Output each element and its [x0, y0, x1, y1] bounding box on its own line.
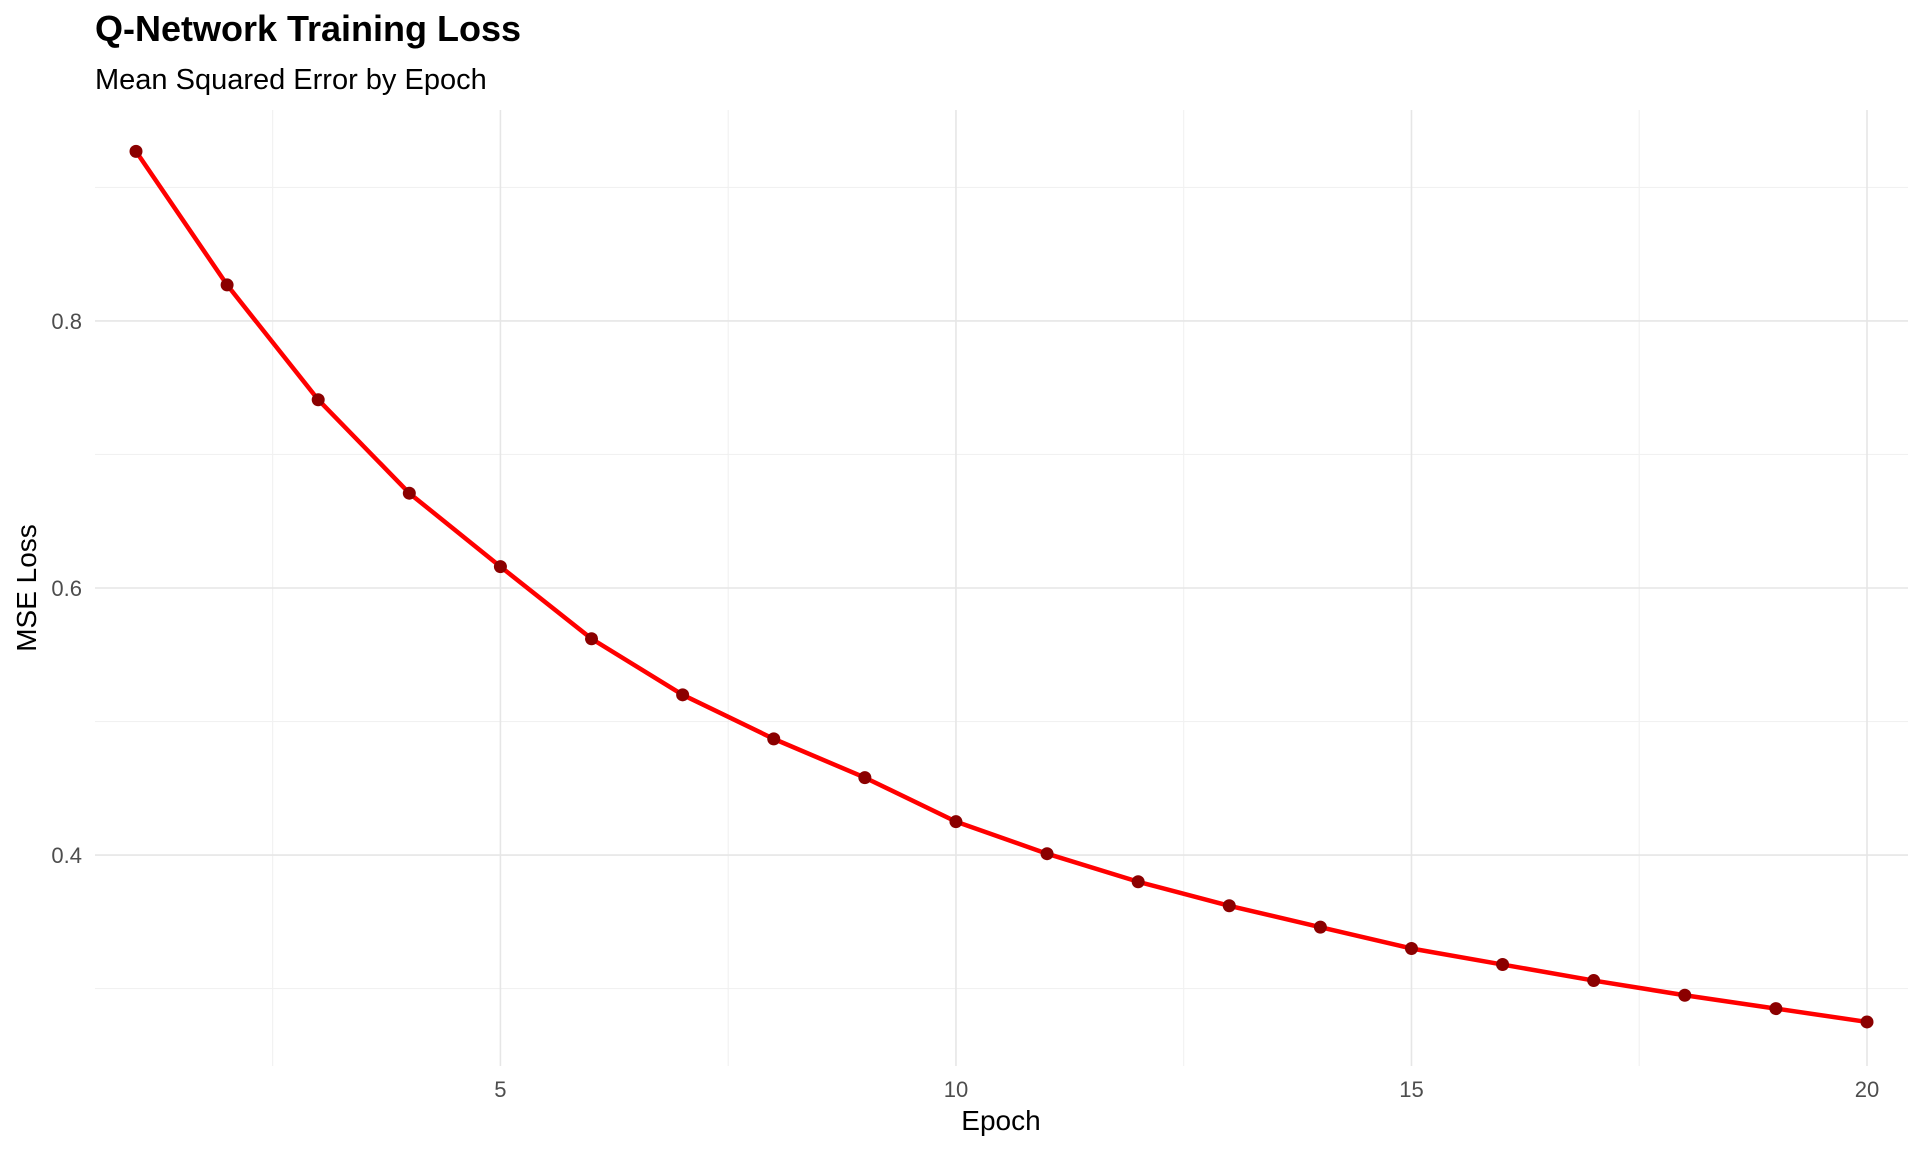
data-point — [1587, 974, 1601, 988]
x-axis-title: Epoch — [961, 1105, 1040, 1136]
data-point — [1860, 1015, 1874, 1029]
data-point — [1313, 920, 1327, 934]
data-point — [220, 278, 234, 292]
x-tick-label: 10 — [944, 1077, 968, 1102]
chart-subtitle: Mean Squared Error by Epoch — [95, 64, 487, 96]
data-point — [493, 560, 507, 574]
x-tick-label: 20 — [1855, 1077, 1879, 1102]
data-point — [1404, 942, 1418, 956]
data-point — [949, 815, 963, 829]
grid — [95, 110, 1908, 1066]
data-point — [1769, 1002, 1783, 1016]
data-point — [676, 688, 690, 702]
data-point — [129, 144, 143, 158]
data-point — [402, 486, 416, 500]
data-point — [585, 632, 599, 646]
loss-line — [133, 149, 1870, 1025]
data-series — [129, 144, 1874, 1029]
data-point — [767, 732, 781, 746]
data-point — [858, 771, 872, 785]
y-tick-label: 0.4 — [51, 843, 82, 868]
chart-title: Q-Network Training Loss — [95, 8, 521, 49]
y-axis-title: MSE Loss — [11, 524, 42, 652]
data-point — [1678, 988, 1692, 1002]
data-point — [1496, 958, 1510, 972]
data-point — [311, 393, 325, 407]
y-tick-label: 0.6 — [51, 576, 82, 601]
data-point — [1222, 899, 1236, 913]
y-tick-label: 0.8 — [51, 309, 82, 334]
x-tick-label: 5 — [494, 1077, 506, 1102]
axis-ticks: 5 10 15 20 0.4 0.6 0.8 — [51, 309, 1879, 1102]
x-tick-label: 15 — [1399, 1077, 1423, 1102]
data-point — [1040, 847, 1054, 861]
data-point — [1131, 875, 1145, 889]
